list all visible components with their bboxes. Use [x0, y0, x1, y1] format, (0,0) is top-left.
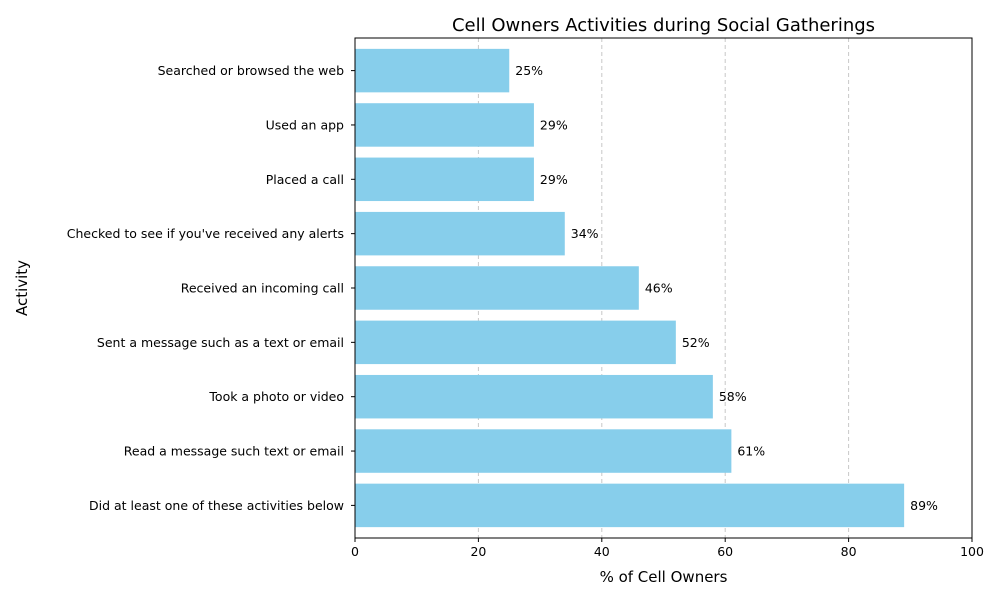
- y-tick-label: Used an app: [266, 117, 344, 132]
- y-tick-label: Read a message such text or email: [124, 444, 344, 459]
- data-label: 25%: [515, 63, 543, 78]
- y-tick-label: Did at least one of these activities bel…: [89, 498, 344, 513]
- bar: [355, 266, 639, 310]
- x-tick-label: 60: [717, 544, 733, 559]
- x-tick-label: 40: [594, 544, 610, 559]
- bar: [355, 320, 676, 365]
- y-tick-label: Received an incoming call: [181, 281, 344, 296]
- y-tick-label: Sent a message such as a text or email: [97, 335, 344, 350]
- data-label: 46%: [645, 281, 673, 296]
- y-tick-labels: Searched or browsed the web Used an app Pl…: [67, 63, 355, 513]
- x-tick-label: 80: [841, 544, 857, 559]
- bar: [355, 429, 732, 473]
- x-tick-label: 0: [351, 544, 359, 559]
- y-tick-label: Searched or browsed the web: [158, 63, 344, 78]
- bars: [355, 48, 905, 528]
- bar: [355, 374, 713, 419]
- bar: [355, 48, 510, 93]
- y-tick-label: Took a photo or video: [208, 389, 344, 404]
- chart-title: Cell Owners Activities during Social Gat…: [452, 15, 875, 36]
- x-tick-label: 20: [470, 544, 486, 559]
- y-tick-label: Placed a call: [266, 172, 344, 187]
- x-tick-labels: 0 20 40 60 80 100: [351, 538, 984, 559]
- x-tick-label: 100: [960, 544, 984, 559]
- data-label: 89%: [910, 498, 938, 513]
- data-label: 58%: [719, 389, 747, 404]
- data-label: 29%: [540, 117, 568, 132]
- data-label: 61%: [737, 444, 765, 459]
- data-label: 34%: [571, 226, 599, 241]
- data-label: 29%: [540, 172, 568, 187]
- bar: [355, 157, 534, 202]
- bar: [355, 211, 565, 256]
- data-labels: 25% 29% 29% 34% 46% 52% 58% 61% 89%: [515, 63, 938, 513]
- data-label: 52%: [682, 335, 710, 350]
- bar: [355, 483, 905, 528]
- y-tick-label: Checked to see if you've received any al…: [67, 226, 344, 241]
- bar: [355, 103, 534, 147]
- y-axis-label: Activity: [13, 260, 31, 316]
- x-axis-label: % of Cell Owners: [600, 568, 728, 586]
